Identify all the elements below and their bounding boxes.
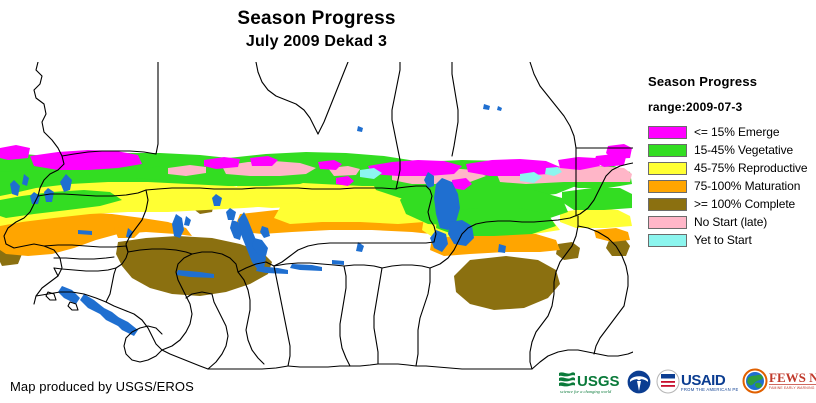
fewsnet-logo: FEWS NET FAMINE EARLY WARNING SYSTEMS NE… (742, 368, 816, 394)
noaa-bird-wings (630, 376, 648, 382)
legend-item-vegetative[interactable]: 15-45% Vegetative (645, 141, 816, 159)
legend-panel: Season Progress range:2009-07-3 <= 15% E… (645, 66, 816, 256)
usaid-tagline: FROM THE AMERICAN PEOPLE (681, 387, 738, 392)
usgs-logo: USGS science for a changing world (559, 372, 620, 394)
legend-swatch-emerge (648, 125, 687, 139)
legend-item-reproductive[interactable]: 45-75% Reproductive (645, 159, 816, 177)
west-africa-map (0, 62, 633, 370)
legend-label-yet-to-start: Yet to Start (694, 233, 752, 247)
usgs-wordmark: USGS (577, 373, 620, 390)
legend-item-maturation[interactable]: 75-100% Maturation (645, 177, 816, 195)
legend-swatch-no-start (648, 215, 687, 229)
map-credit: Map produced by USGS/EROS (10, 379, 194, 394)
legend-item-yet-to-start[interactable]: Yet to Start (645, 231, 816, 249)
noaa-bird-body (637, 381, 641, 391)
page-subtitle: July 2009 Dekad 3 (245, 33, 388, 50)
water-bodies (10, 104, 506, 336)
band-yet-to-start (360, 167, 562, 183)
legend-label-maturation: 75-100% Maturation (694, 179, 801, 193)
logo-bar: USGS science for a changing world USAID … (558, 364, 816, 400)
legend-swatch-vegetative (648, 143, 687, 157)
page-title: Season Progress (237, 8, 396, 29)
fewsnet-tagline: FAMINE EARLY WARNING SYSTEMS NETWORK (769, 386, 816, 390)
legend-item-emerge[interactable]: <= 15% Emerge (645, 123, 816, 141)
legend-label-complete: >= 100% Complete (694, 197, 796, 211)
crop-progress-layer (0, 62, 633, 370)
usaid-logo: USAID FROM THE AMERICAN PEOPLE (656, 369, 738, 394)
legend-label-reproductive: 45-75% Reproductive (694, 161, 808, 175)
title-block: Season Progress July 2009 Dekad 3 (0, 0, 633, 53)
legend-item-no-start[interactable]: No Start (late) (645, 213, 816, 231)
legend-item-complete[interactable]: >= 100% Complete (645, 195, 816, 213)
map-canvas[interactable] (0, 62, 633, 370)
usaid-wordmark: USAID (681, 372, 726, 389)
legend-label-emerge: <= 15% Emerge (694, 125, 780, 139)
legend-swatch-reproductive (648, 161, 687, 175)
legend-items: <= 15% Emerge 15-45% Vegetative 45-75% R… (645, 123, 816, 249)
usgs-wave-mark (559, 372, 575, 387)
band-emerge (0, 144, 632, 190)
legend-title: Season Progress (648, 74, 758, 89)
usgs-tagline: science for a changing world (560, 389, 612, 394)
fewsnet-wordmark: FEWS NET (769, 370, 816, 385)
legend-swatch-maturation (648, 179, 687, 193)
legend-swatch-complete (648, 197, 687, 211)
country-borders (3, 62, 633, 370)
noaa-logo (626, 369, 652, 395)
legend-label-vegetative: 15-45% Vegetative (694, 143, 794, 157)
legend-label-no-start: No Start (late) (694, 215, 768, 229)
legend-range: range:2009-07-3 (648, 100, 743, 114)
legend-swatch-yet-to-start (648, 233, 687, 247)
